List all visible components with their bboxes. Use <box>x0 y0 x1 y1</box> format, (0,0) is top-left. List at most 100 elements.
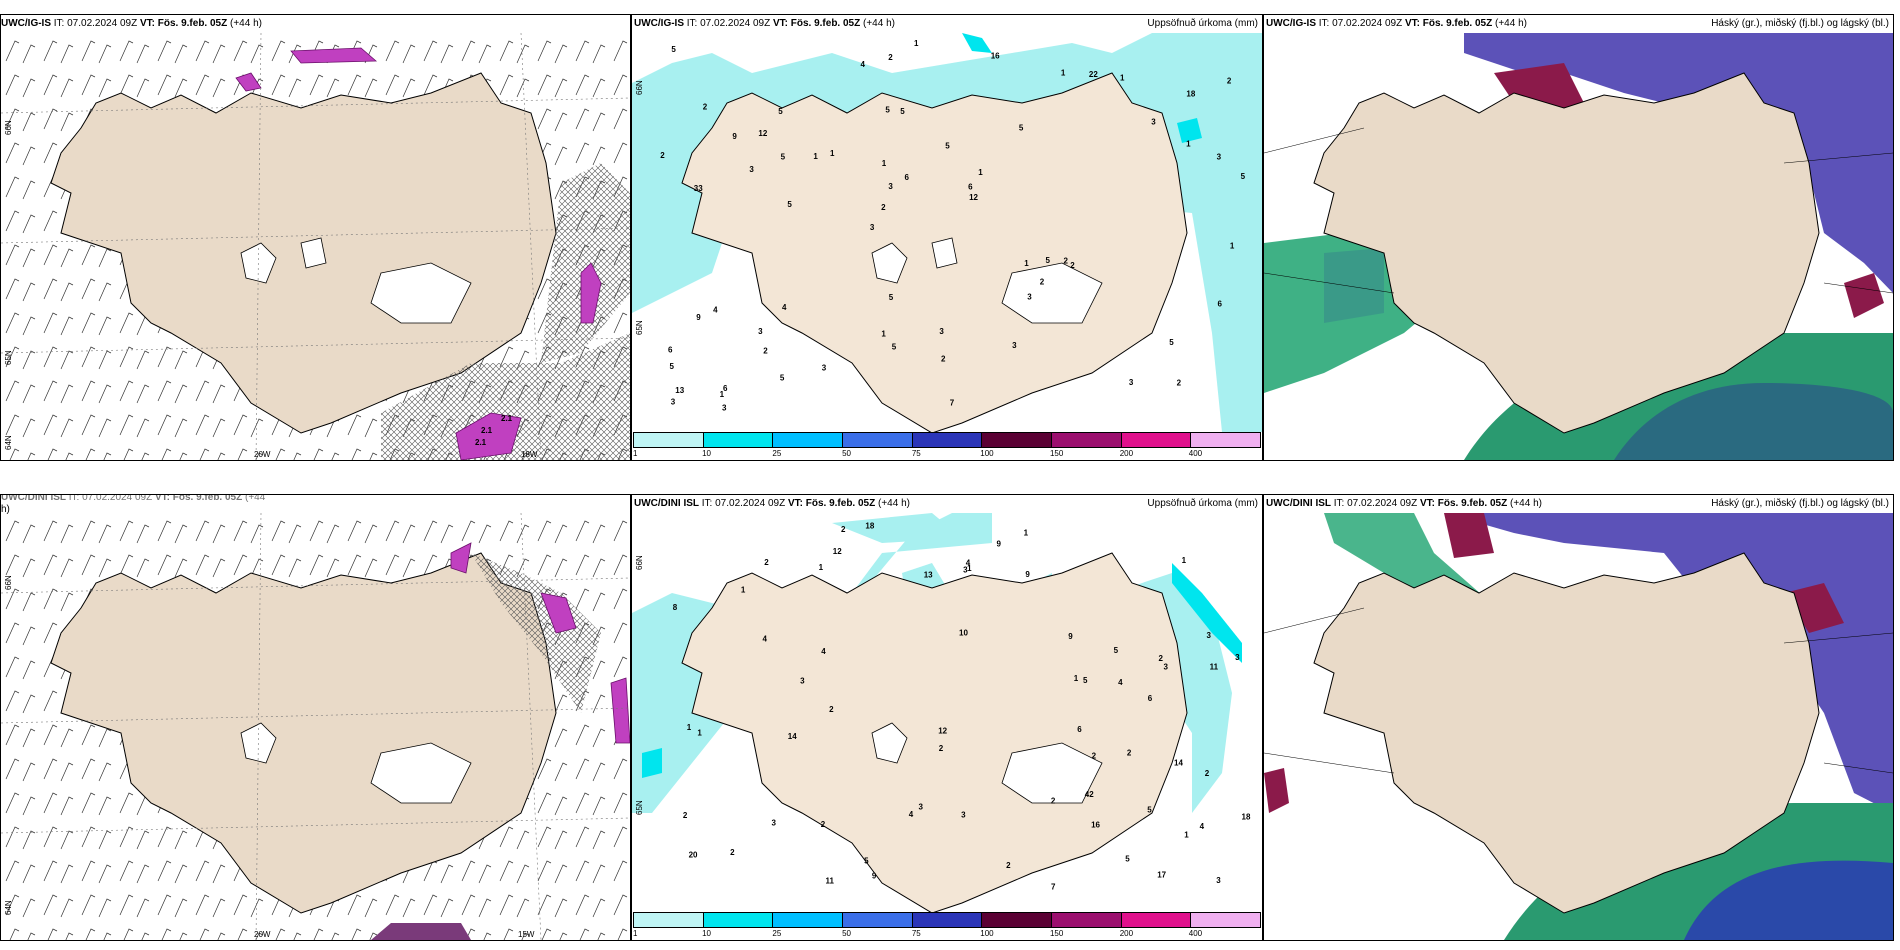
precip-value: 1 <box>720 390 725 399</box>
precip-value: 18 <box>865 521 874 530</box>
lat-label-65: 65N <box>635 800 644 815</box>
panel-clouds-uwc-ig-is: UWC/IG-IS IT: 07.02.2024 09Z VT: Fös. 9.… <box>1263 14 1894 461</box>
wind-map <box>1 513 630 940</box>
precip-value: 3 <box>1027 292 1032 301</box>
precip-value: 3 <box>1235 653 1240 662</box>
precip-value: 20 <box>689 851 698 860</box>
precip-value: 2 <box>1127 749 1132 758</box>
lat-label-65: 65N <box>635 320 644 335</box>
precip-value: 5 <box>892 342 897 351</box>
precip-value: 5 <box>670 362 675 371</box>
precip-value: 42 <box>1085 790 1094 799</box>
precip-value: 2 <box>1006 861 1011 870</box>
precip-value: 6 <box>1148 694 1153 703</box>
precip-value: 33 <box>694 184 703 193</box>
lat-label-66: 66N <box>4 120 13 135</box>
panel-header: UWC/DINI ISL IT: 07.02.2024 09Z VT: Fös.… <box>634 498 910 509</box>
panel-precip-uwc-dini-isl: UWC/DINI ISL IT: 07.02.2024 09Z VT: Fös.… <box>631 494 1263 941</box>
panel-wind-uwc-dini-isl: UWC/DINI ISL IT: 07.02.2024 09Z VT: Fös.… <box>0 494 631 941</box>
precip-value: 2 <box>1064 256 1069 265</box>
precip-value: 11 <box>1210 662 1219 671</box>
precip-value: 6 <box>905 173 910 182</box>
precip-map: 2 33 18 3 5 6 5 5 4 1 5 2 5 1 2 2 2 5 1 1 2 1 3 5 1 4 3 5 2 7 1 3 3 5 3 6 13… <box>632 33 1262 432</box>
precip-value: 1 <box>741 586 746 595</box>
wind-label: 2.1 <box>501 414 513 423</box>
legend-swatch <box>1052 913 1122 927</box>
precip-value: 10 <box>959 629 968 638</box>
legend-swatch <box>634 913 704 927</box>
legend-label: 10 <box>702 449 711 458</box>
legend-label: 25 <box>772 449 782 458</box>
legend-label: 200 <box>1119 929 1134 938</box>
precip-value: 5 <box>1019 123 1024 132</box>
precip-value: 2 <box>1051 797 1056 806</box>
precip-value: 5 <box>780 373 785 382</box>
wind-map: 2.1 2.1 2.1 <box>1 33 630 460</box>
precip-value: 9 <box>696 313 701 322</box>
precip-value: 4 <box>1118 678 1123 687</box>
precip-value: 1 <box>1182 556 1187 565</box>
precip-value: 14 <box>1174 759 1183 768</box>
precip-value: 5 <box>781 153 786 162</box>
lat-label-64: 64N <box>4 900 13 915</box>
legend-label: 75 <box>911 929 921 938</box>
precip-value: 2 <box>1205 769 1210 778</box>
legend-label: 150 <box>1049 929 1064 938</box>
precip-value: 4 <box>861 60 866 69</box>
wind-label: 2.1 <box>475 438 487 447</box>
precip-value: 3 <box>1207 631 1212 640</box>
precip-value: 5 <box>1083 676 1088 685</box>
precip-value: 9 <box>1068 632 1073 641</box>
legend-label: 75 <box>911 449 921 458</box>
precip-value: 12 <box>758 129 767 138</box>
precip-value: 5 <box>1114 646 1119 655</box>
precip-value: 17 <box>1157 871 1166 880</box>
precip-value: 5 <box>885 106 890 115</box>
legend-label: 25 <box>772 929 782 938</box>
precip-value: 1 <box>978 168 983 177</box>
precip-value: 6 <box>668 346 673 355</box>
lon-label-15: 15W <box>518 930 535 939</box>
precip-value: 7 <box>1051 883 1056 892</box>
panel-precip-uwc-ig-is: UWC/IG-IS IT: 07.02.2024 09Z VT: Fös. 9.… <box>631 14 1263 461</box>
precip-value: 1 <box>1024 259 1029 268</box>
precip-value: 2 <box>881 203 886 212</box>
precip-value: 5 <box>1046 256 1051 265</box>
lat-label-66: 66N <box>635 555 644 570</box>
legend-label: 200 <box>1119 449 1134 458</box>
legend-swatch <box>1121 433 1192 447</box>
precip-value: 2 <box>764 558 769 567</box>
precip-value: 1 <box>1230 242 1235 251</box>
precip-value: 3 <box>1012 341 1017 350</box>
legend-swatch <box>703 913 774 927</box>
wind-label: 2.1 <box>481 426 493 435</box>
precip-value: 1 <box>813 152 818 161</box>
legend-label: 100 <box>980 929 994 938</box>
precip-value: 3 <box>800 677 805 686</box>
precip-value: 3 <box>1164 663 1169 672</box>
precip-value: 1 <box>1074 674 1079 683</box>
lon-label-20: 20W <box>254 450 271 459</box>
precip-map: 5 3 4 10 20 12 2 2 1 4 11 8 6 9 2 1 1 1 3 3 1 1 2 1 5 4 9 9 9 18 14 16 1… <box>632 513 1262 912</box>
precip-value: 4 <box>713 305 718 314</box>
precip-value: 4 <box>1200 822 1205 831</box>
precip-value: 2 <box>730 848 735 857</box>
legend-label: 150 <box>1049 449 1064 458</box>
lat-label-66: 66N <box>635 80 644 95</box>
precip-value: 9 <box>732 132 737 141</box>
precip-value: 3 <box>758 327 763 336</box>
precip-value: 1 <box>1120 73 1125 82</box>
precip-value: 2 <box>821 820 826 829</box>
legend-swatch <box>982 433 1053 447</box>
precip-value: 18 <box>1242 812 1251 821</box>
precip-value: 2 <box>660 151 665 160</box>
legend-color-bar <box>633 432 1261 448</box>
precip-value: 6 <box>723 384 728 393</box>
precip-value: 13 <box>924 570 933 579</box>
precip-value: 2 <box>1070 261 1075 270</box>
precip-value: 2 <box>1092 752 1097 761</box>
precip-value: 2 <box>683 811 688 820</box>
precip-value: 3 <box>722 403 727 412</box>
precip-value: 6 <box>1218 299 1223 308</box>
panel-subtitle: Háský (gr.), miðský (fj.bl.) og lágský (… <box>1711 498 1889 509</box>
